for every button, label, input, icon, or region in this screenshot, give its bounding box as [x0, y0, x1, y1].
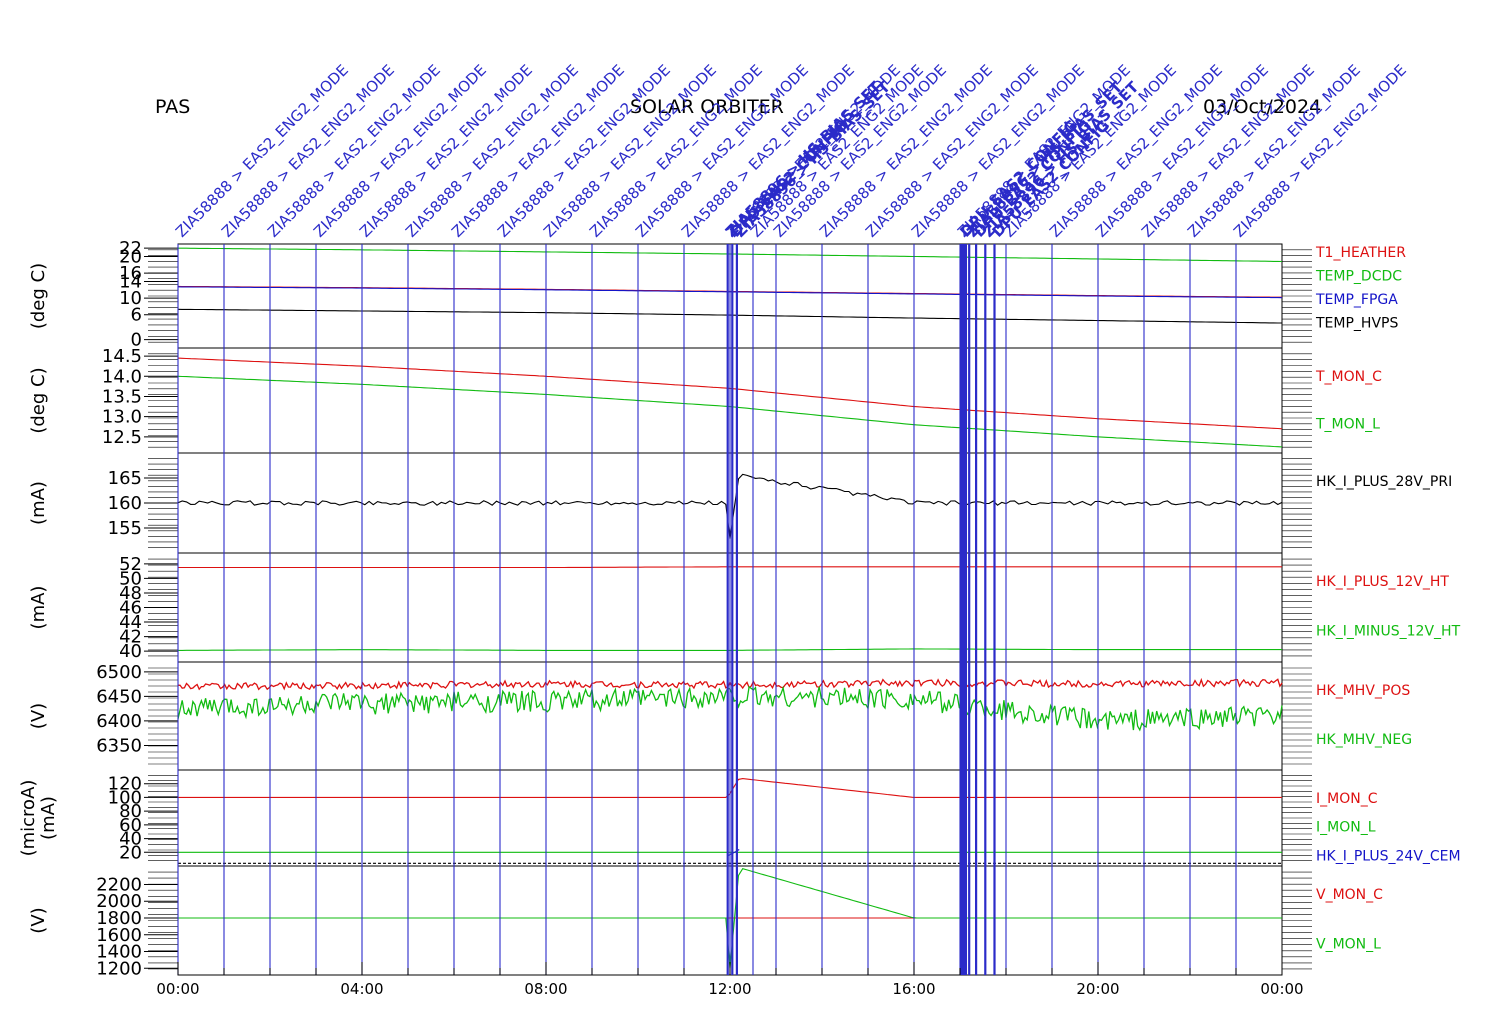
panel-3: 155 160 165 (mA) HK_I_PLUS_28V_PRI — [28, 452, 1452, 554]
legend-label: I_MON_L — [1316, 820, 1376, 836]
y-tick-label: 1200 — [96, 958, 142, 979]
y-tick-label: 20 — [119, 246, 142, 267]
y-axis-label: (mA) — [38, 796, 59, 840]
y-tick-label: 14.5 — [102, 346, 142, 367]
y-tick-label: 10 — [119, 288, 142, 309]
legend-label: I_MON_C — [1316, 791, 1378, 807]
y-tick-label: 6450 — [96, 686, 142, 707]
panel-2: 12.513.013.514.014.5 (deg C) T_MON_C T_MON_… — [28, 346, 1382, 454]
y-tick-label: 13.0 — [102, 407, 142, 428]
y-tick-label: 6350 — [96, 735, 142, 756]
y-tick-label: 46 — [119, 598, 142, 619]
y-tick-label: 2000 — [96, 891, 142, 912]
y-tick-label: 2200 — [96, 874, 142, 895]
legend-label: T1_HEATHER — [1315, 245, 1406, 261]
y-tick-label: 60 — [119, 815, 142, 836]
y-tick-label: 120 — [108, 774, 142, 795]
y-tick-label: 50 — [119, 568, 142, 589]
header-right-date: 03/Oct/2024 — [1203, 96, 1322, 118]
y-tick-label: 40 — [119, 641, 142, 662]
y-tick-label: 42 — [119, 627, 142, 648]
y-tick-label: 165 — [108, 468, 142, 489]
legend-label: T_MON_L — [1315, 417, 1380, 433]
y-tick-label: 40 — [119, 829, 142, 850]
panel-5: 6350 6400 6450 6500 (V) HK_MHV_POS HK_MHV_NEG — [28, 661, 1412, 771]
y-tick-label: 12.5 — [102, 427, 142, 448]
legend-label: TEMP_DCDC — [1315, 269, 1402, 285]
x-tick-label: 12:00 — [708, 980, 751, 998]
y-tick-label: 1600 — [96, 925, 142, 946]
legend-label: HK_MHV_NEG — [1316, 732, 1412, 748]
y-tick-label: 1800 — [96, 908, 142, 929]
event-lines — [177, 244, 1237, 975]
y-tick-label: 80 — [119, 801, 142, 822]
y-tick-label: 155 — [108, 518, 142, 539]
y-tick-label: 1400 — [96, 942, 142, 963]
legend-label: V_MON_L — [1316, 937, 1381, 953]
legend-label: TEMP_FPGA — [1315, 292, 1398, 308]
x-tick-label: 08:00 — [524, 980, 567, 998]
y-tick-label: 160 — [108, 493, 142, 514]
x-tick-label: 20:00 — [1076, 980, 1119, 998]
legend-label: HK_I_PLUS_28V_PRI — [1316, 474, 1452, 490]
y-tick-label: 13.5 — [102, 386, 142, 407]
y-tick-label: 100 — [108, 787, 142, 808]
y-tick-label: 0 — [131, 330, 142, 351]
y-tick-label: 48 — [119, 583, 142, 604]
y-tick-label: 14.0 — [102, 366, 142, 387]
legend-label: HK_MHV_POS — [1316, 683, 1410, 699]
x-tick-label: 16:00 — [892, 980, 935, 998]
y-axis-label: (mA) — [28, 586, 49, 630]
y-tick-label: 6500 — [96, 662, 142, 683]
y-axis-label: (deg C) — [28, 263, 49, 329]
y-tick-label: 44 — [119, 612, 142, 633]
x-tick-label: 00:00 — [156, 980, 199, 998]
legend-label: T_MON_C — [1315, 369, 1382, 385]
y-tick-label: 6400 — [96, 711, 142, 732]
y-axis-label: (mA) — [28, 481, 49, 525]
x-tick-label: 04:00 — [340, 980, 383, 998]
legend-label: V_MON_C — [1316, 887, 1383, 903]
legend-label: HK_I_PLUS_24V_CEM — [1316, 848, 1461, 864]
event-band — [960, 244, 967, 975]
legend-label: HK_I_MINUS_12V_HT — [1316, 624, 1461, 640]
y-axis-label: (microA) — [18, 780, 39, 857]
y-tick-label: 52 — [119, 554, 142, 575]
x-tick-label: 00:00 — [1260, 980, 1303, 998]
y-tick-label: 20 — [119, 842, 142, 863]
y-axis-label: (V) — [28, 907, 49, 933]
header-left-instrument: PAS — [155, 96, 191, 118]
y-tick-label: 6 — [131, 305, 142, 326]
y-tick-label: 22 — [119, 238, 142, 259]
header-center-mission: SOLAR ORBITER — [630, 96, 784, 118]
x-axis: 00:00 04:00 08:00 12:00 16:00 20:00 00:00 — [156, 962, 1304, 998]
legend-label: TEMP_HVPS — [1315, 316, 1398, 332]
y-tick-label: 16 — [119, 263, 142, 284]
y-tick-label: 14 — [119, 271, 142, 292]
legend-label: HK_I_PLUS_12V_HT — [1316, 574, 1449, 590]
y-axis-label: (deg C) — [28, 367, 49, 433]
y-axis-label: (V) — [28, 703, 49, 729]
